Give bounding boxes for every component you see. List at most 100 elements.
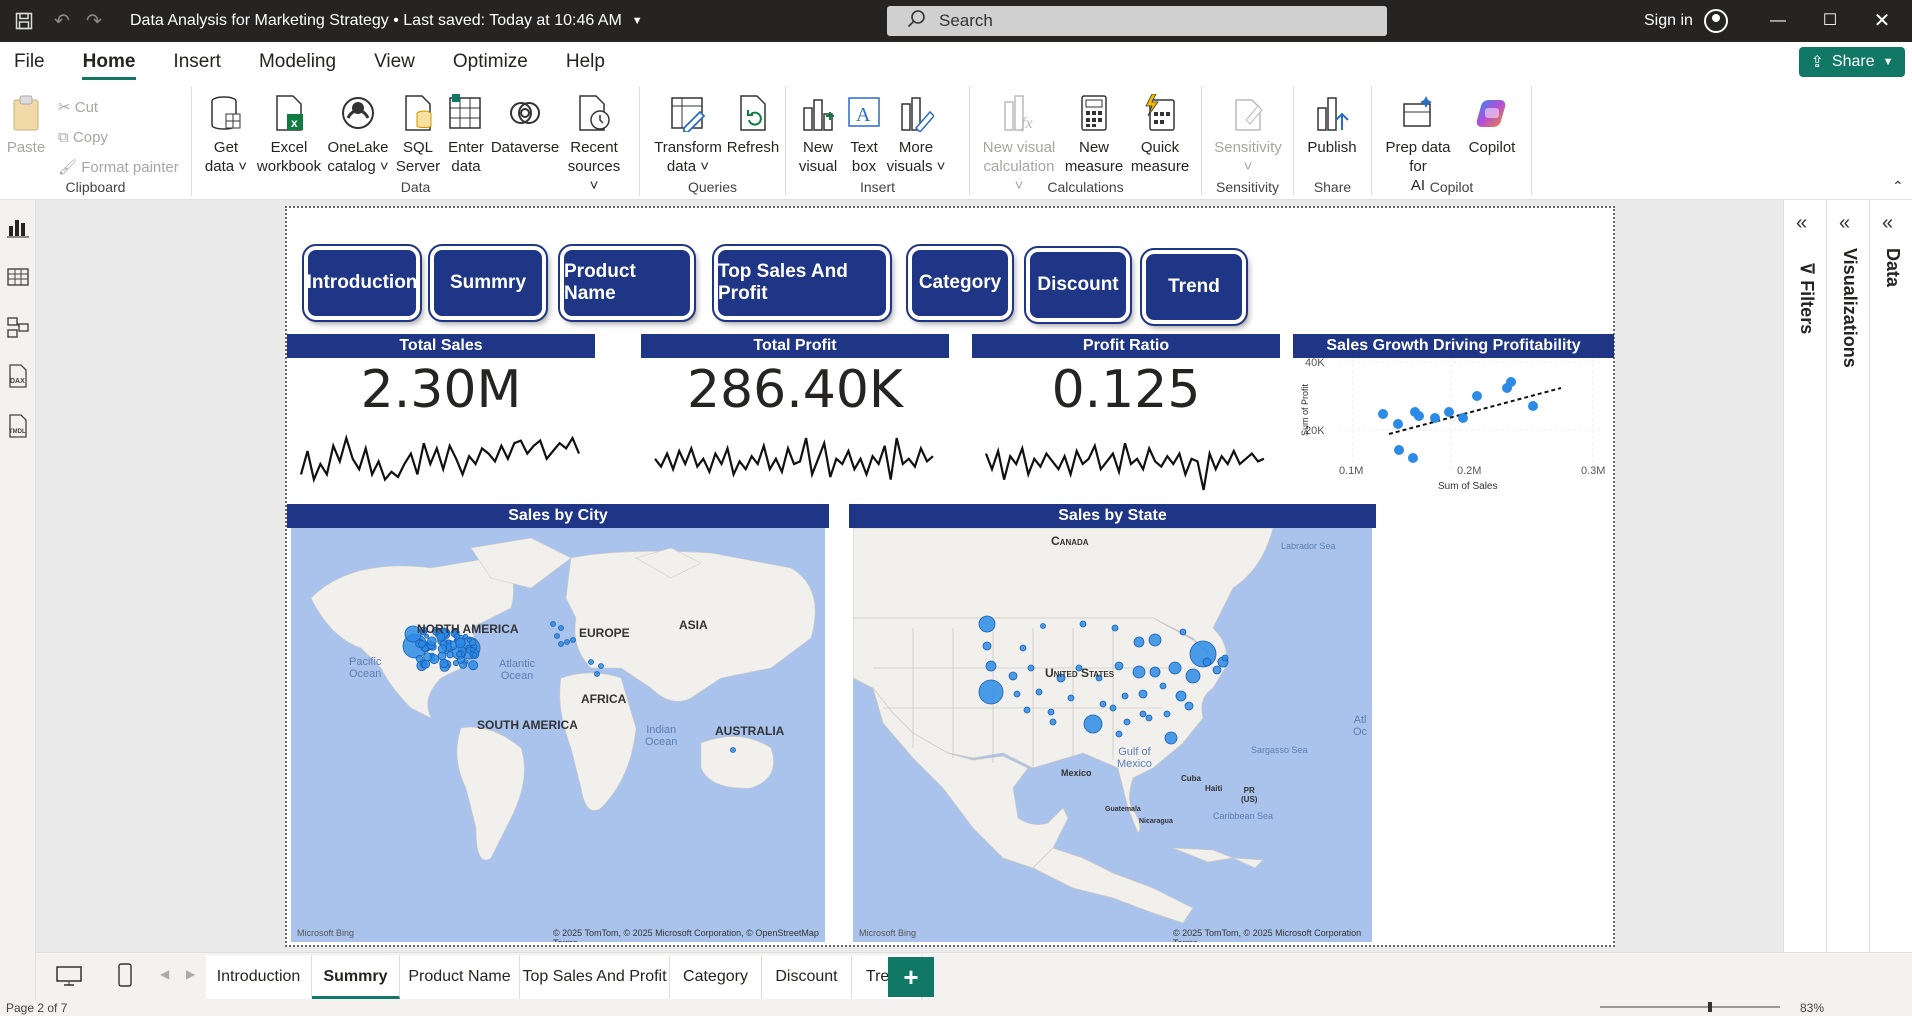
map-bubble[interactable] bbox=[1221, 654, 1229, 662]
map-bubble[interactable] bbox=[424, 633, 430, 639]
nav-button-discount[interactable]: Discount bbox=[1024, 246, 1132, 324]
map-bubble[interactable] bbox=[1023, 706, 1031, 714]
map-bubble[interactable] bbox=[594, 671, 600, 677]
map-bubble[interactable] bbox=[554, 633, 560, 639]
map-bubble[interactable] bbox=[1109, 704, 1117, 712]
text-box-button[interactable]: A Text box bbox=[844, 94, 884, 176]
menu-help[interactable]: Help bbox=[565, 51, 605, 72]
cut-button[interactable]: ✂ Cut bbox=[58, 96, 98, 120]
map-bubble[interactable] bbox=[437, 644, 447, 654]
menu-view[interactable]: View bbox=[374, 51, 415, 72]
map-bubble[interactable] bbox=[1163, 710, 1171, 718]
map-bubble[interactable] bbox=[1079, 620, 1087, 628]
enter-data-button[interactable]: Enter data bbox=[444, 94, 488, 176]
transform-data-button[interactable]: Transform data ˅ bbox=[652, 94, 724, 176]
map-bubble[interactable] bbox=[1133, 636, 1145, 648]
map-bubble[interactable] bbox=[1148, 633, 1162, 647]
map-bubble[interactable] bbox=[978, 615, 996, 633]
map-bubble[interactable] bbox=[1115, 730, 1123, 738]
map-bubble[interactable] bbox=[558, 641, 564, 647]
map-bubble[interactable] bbox=[985, 660, 997, 672]
dataverse-button[interactable]: Dataverse bbox=[490, 94, 560, 157]
map-bubble[interactable] bbox=[446, 651, 454, 659]
map-bubble[interactable] bbox=[1067, 694, 1075, 702]
redo-icon[interactable]: ↷ bbox=[86, 10, 102, 32]
scatter-point[interactable] bbox=[1408, 453, 1418, 463]
map-bubble[interactable] bbox=[466, 637, 472, 643]
visualizations-pane[interactable]: « Visualizations bbox=[1826, 200, 1869, 952]
zoom-slider[interactable] bbox=[1600, 1006, 1780, 1008]
map-bubble[interactable] bbox=[982, 641, 992, 651]
new-measure-button[interactable]: New measure bbox=[1062, 94, 1126, 176]
tab-discount[interactable]: Discount bbox=[762, 955, 852, 999]
nav-button-product-name[interactable]: Product Name bbox=[558, 244, 696, 322]
menu-file[interactable]: File bbox=[14, 51, 45, 72]
quick-measure-button[interactable]: Quick measure bbox=[1128, 93, 1192, 176]
onelake-catalog-button[interactable]: OneLake catalog ˅ bbox=[324, 94, 392, 176]
dax-query-view-icon[interactable]: DAX bbox=[7, 364, 29, 388]
map-bubble[interactable] bbox=[1099, 700, 1107, 708]
tmdl-view-icon[interactable]: TMDL bbox=[7, 414, 29, 438]
map-bubble[interactable] bbox=[1121, 692, 1129, 700]
map-bubble[interactable] bbox=[1168, 661, 1182, 675]
map-bubble[interactable] bbox=[1132, 665, 1146, 679]
map-bubble[interactable] bbox=[550, 621, 556, 627]
map-bubble[interactable] bbox=[1138, 689, 1148, 699]
expand-visualizations-icon[interactable]: « bbox=[1839, 212, 1851, 234]
map-bubble[interactable] bbox=[1008, 671, 1018, 681]
nav-button-summry[interactable]: Summry bbox=[428, 244, 548, 322]
map-bubble[interactable] bbox=[588, 659, 594, 665]
map-bubble[interactable] bbox=[1075, 664, 1083, 672]
publish-button[interactable]: Publish bbox=[1302, 94, 1362, 157]
map-bubble[interactable] bbox=[427, 636, 437, 647]
map-bubble[interactable] bbox=[1159, 682, 1167, 690]
map-bubble[interactable] bbox=[1095, 674, 1103, 682]
nav-button-top-sales-and-profit[interactable]: Top Sales And Profit bbox=[712, 244, 892, 322]
minimize-icon[interactable]: — bbox=[1770, 12, 1786, 29]
map-bubble[interactable] bbox=[470, 647, 476, 653]
close-icon[interactable]: ✕ bbox=[1873, 10, 1891, 32]
map-bubble[interactable] bbox=[1184, 701, 1194, 711]
map-bubble[interactable] bbox=[558, 625, 564, 631]
add-page-button[interactable]: + bbox=[888, 957, 934, 997]
copilot-button[interactable]: Copilot bbox=[1460, 94, 1524, 157]
map-bubble[interactable] bbox=[1040, 623, 1046, 629]
map-bubble[interactable] bbox=[446, 639, 452, 645]
map-bubble[interactable] bbox=[421, 659, 431, 669]
save-icon[interactable] bbox=[10, 7, 38, 35]
maximize-icon[interactable]: ☐ bbox=[1822, 12, 1838, 29]
tab-category[interactable]: Category bbox=[670, 955, 762, 999]
map-bubble[interactable] bbox=[1056, 673, 1066, 683]
map-bubble[interactable] bbox=[1139, 710, 1147, 718]
scatter-point[interactable] bbox=[1378, 409, 1388, 419]
map-bubble[interactable] bbox=[420, 629, 427, 636]
scatter-point[interactable] bbox=[1414, 411, 1424, 421]
sql-server-button[interactable]: SQL Server bbox=[394, 94, 442, 176]
menu-optimize[interactable]: Optimize bbox=[452, 51, 528, 72]
map-bubble[interactable] bbox=[978, 679, 1004, 705]
scatter-point[interactable] bbox=[1393, 419, 1403, 429]
menu-insert[interactable]: Insert bbox=[173, 51, 221, 72]
sensitivity-button[interactable]: Sensitivity ˅ bbox=[1212, 94, 1284, 176]
map-attribution[interactable]: © 2025 TomTom, © 2025 Microsoft Corporat… bbox=[553, 928, 819, 942]
desktop-layout-icon[interactable] bbox=[56, 965, 82, 992]
map-bubble[interactable] bbox=[471, 652, 478, 658]
map-bubble[interactable] bbox=[1202, 657, 1212, 667]
map-bubble[interactable] bbox=[570, 637, 576, 643]
map-bubble[interactable] bbox=[453, 633, 460, 640]
map-bubble[interactable] bbox=[468, 660, 479, 671]
paste-button[interactable]: Paste bbox=[6, 94, 46, 157]
tab-summry[interactable]: Summry bbox=[312, 955, 400, 999]
scatter-point[interactable] bbox=[1430, 413, 1440, 423]
map-bubble[interactable] bbox=[457, 655, 465, 664]
new-visual-button[interactable]: New visual bbox=[794, 94, 842, 176]
scatter-point[interactable] bbox=[1472, 391, 1482, 401]
data-pane[interactable]: « Data bbox=[1869, 200, 1912, 952]
table-view-icon[interactable] bbox=[7, 266, 29, 288]
model-view-icon[interactable] bbox=[7, 316, 29, 338]
expand-filters-icon[interactable]: « bbox=[1796, 212, 1808, 234]
excel-workbook-button[interactable]: x Excel workbook bbox=[254, 94, 324, 176]
nav-button-category[interactable]: Category bbox=[906, 244, 1014, 322]
scatter-point[interactable] bbox=[1506, 377, 1516, 387]
refresh-button[interactable]: Refresh bbox=[726, 94, 780, 157]
